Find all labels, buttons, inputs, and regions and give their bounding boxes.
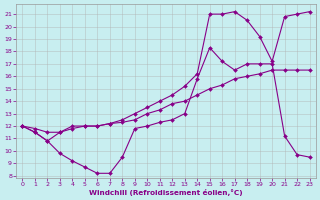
X-axis label: Windchill (Refroidissement éolien,°C): Windchill (Refroidissement éolien,°C) [89,189,243,196]
